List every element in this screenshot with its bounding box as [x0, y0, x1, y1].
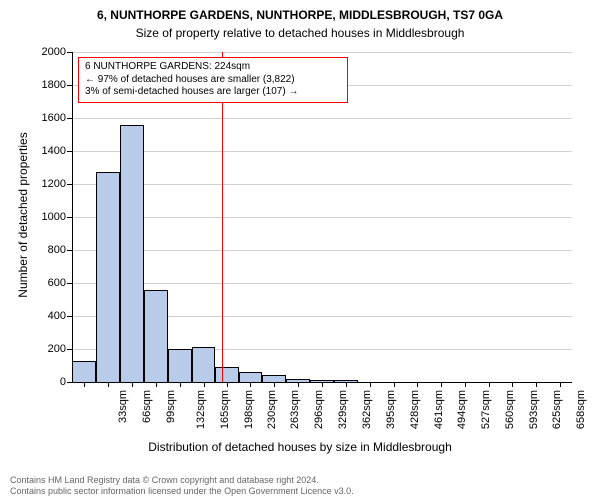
histogram-bar [144, 290, 168, 382]
histogram-bar [262, 375, 286, 382]
x-tick-label: 165sqm [217, 390, 231, 429]
histogram-bar [120, 125, 144, 382]
x-axis-line [72, 382, 572, 383]
x-tick-label: 198sqm [241, 390, 255, 429]
histogram-bar [168, 349, 192, 382]
x-tick-label: 362sqm [359, 390, 373, 429]
x-tick-label: 33sqm [115, 390, 129, 423]
gridline [72, 52, 572, 53]
x-tick-label: 494sqm [455, 390, 469, 429]
x-tick-label: 66sqm [139, 390, 153, 423]
chart-subtitle: Size of property relative to detached ho… [0, 24, 600, 42]
histogram-bar [192, 347, 216, 382]
title-line2: Size of property relative to detached ho… [136, 26, 465, 40]
histogram-bar [96, 172, 120, 382]
x-axis-label: Distribution of detached houses by size … [0, 438, 600, 456]
x-tick-label: 230sqm [264, 390, 278, 429]
y-axis-line [72, 52, 73, 382]
annotation-line: ← 97% of detached houses are smaller (3,… [85, 74, 341, 87]
x-tick-label: 461sqm [431, 390, 445, 429]
gridline [72, 283, 572, 284]
annotation-box: 6 NUNTHORPE GARDENS: 224sqm← 97% of deta… [78, 57, 348, 103]
histogram-bar [239, 372, 263, 382]
annotation-line: 6 NUNTHORPE GARDENS: 224sqm [85, 61, 341, 74]
gridline [72, 118, 572, 119]
footer-attribution: Contains HM Land Registry data © Crown c… [0, 475, 600, 498]
x-tick-label: 658sqm [573, 390, 587, 429]
x-tick-label: 132sqm [193, 390, 207, 429]
footer-line2: Contains public sector information licen… [10, 486, 600, 498]
x-axis-label-text: Distribution of detached houses by size … [148, 440, 452, 454]
x-tick-label: 593sqm [526, 390, 540, 429]
gridline [72, 217, 572, 218]
gridline [72, 184, 572, 185]
footer-line1: Contains HM Land Registry data © Crown c… [10, 475, 600, 487]
plot-area: 020040060080010001200140016001800200033s… [72, 52, 572, 382]
annotation-line: 3% of semi-detached houses are larger (1… [85, 86, 341, 99]
x-tick-label: 329sqm [335, 390, 349, 429]
x-tick-label: 527sqm [478, 390, 492, 429]
x-tick-label: 428sqm [407, 390, 421, 429]
y-axis-label: Number of detached properties [14, 50, 32, 380]
y-axis-label-text: Number of detached properties [16, 132, 30, 297]
x-tick-label: 296sqm [311, 390, 325, 429]
x-tick-label: 560sqm [502, 390, 516, 429]
gridline [72, 151, 572, 152]
chart-address-title: 6, NUNTHORPE GARDENS, NUNTHORPE, MIDDLES… [0, 6, 600, 24]
histogram-bar [72, 361, 96, 382]
histogram-bar [215, 367, 239, 382]
title-line1: 6, NUNTHORPE GARDENS, NUNTHORPE, MIDDLES… [97, 8, 503, 22]
x-tick-label: 99sqm [163, 390, 177, 423]
chart-container: 6, NUNTHORPE GARDENS, NUNTHORPE, MIDDLES… [0, 0, 600, 500]
x-tick-label: 263sqm [288, 390, 302, 429]
x-tick-label: 395sqm [383, 390, 397, 429]
gridline [72, 250, 572, 251]
x-tick-label: 625sqm [549, 390, 563, 429]
